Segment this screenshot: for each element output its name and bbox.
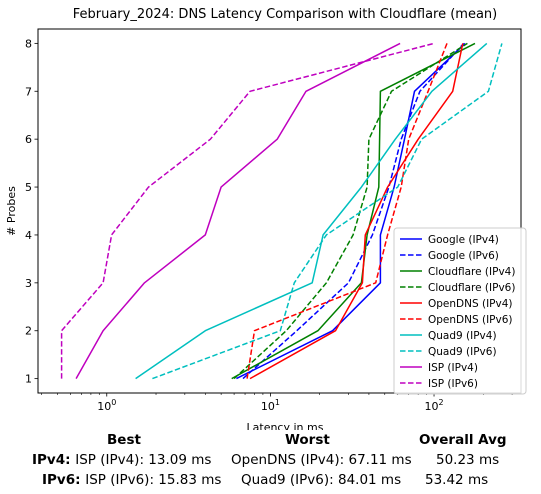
series-line — [75, 42, 401, 379]
legend-entry: Quad9 (IPv6) — [428, 346, 497, 358]
worst-value-ipv6: Quad9 (IPv6): 84.01 ms — [241, 472, 402, 488]
worst-header: Worst — [285, 432, 330, 448]
x-tick-label: 102 — [424, 398, 443, 413]
avg-header: Overall Avg — [419, 432, 507, 448]
best-value: ISP (IPv6): 15.83 ms — [85, 472, 222, 488]
legend-entry: Cloudflare (IPv4) — [428, 266, 515, 278]
legend-entry: Google (IPv4) — [428, 234, 499, 246]
best-value: ISP (IPv4): 13.09 ms — [75, 452, 212, 468]
legend-entry: OpenDNS (IPv6) — [428, 314, 513, 326]
row-label-colon: : — [75, 472, 86, 488]
row-label: IPv6 — [42, 472, 76, 488]
y-tick-label: 3 — [25, 277, 32, 290]
series-line — [242, 42, 465, 380]
x-tick-label: 101 — [261, 398, 280, 413]
worst-value-ipv4: OpenDNS (IPv4): 67.11 ms — [231, 452, 412, 468]
y-tick-label: 6 — [25, 133, 32, 146]
legend: Google (IPv4) Google (IPv6) Cloudflare (IP… — [393, 227, 527, 395]
row-label: IPv4 — [32, 452, 66, 468]
legend-box — [393, 227, 527, 395]
legend-entry: Google (IPv6) — [428, 250, 499, 262]
plot-frame — [37, 28, 522, 394]
series-line — [152, 43, 503, 380]
chart-title: February_2024: DNS Latency Comparison wi… — [73, 7, 498, 22]
y-axis: 1 2 3 4 5 6 7 8 — [25, 37, 38, 386]
plot-area — [60, 42, 503, 380]
row-label-colon: : — [65, 452, 76, 468]
series-line — [233, 42, 468, 380]
y-tick-label: 5 — [25, 181, 32, 194]
best-header: Best — [107, 432, 141, 448]
x-tick-label: 100 — [97, 398, 116, 413]
summary-row-ipv6: IPv6: ISP (IPv6): 15.83 ms — [42, 472, 221, 488]
series-line — [135, 42, 488, 380]
y-tick-label: 4 — [25, 229, 32, 242]
series-line — [231, 42, 476, 380]
latency-chart: February_2024: DNS Latency Comparison wi… — [5, 7, 527, 430]
y-tick-label: 2 — [25, 325, 32, 338]
series-line — [60, 42, 435, 379]
legend-entry: ISP (IPv6) — [428, 378, 478, 390]
y-tick-label: 1 — [25, 373, 32, 386]
legend-entry: Quad9 (IPv4) — [428, 330, 497, 342]
legend-entry: OpenDNS (IPv4) — [428, 298, 513, 310]
y-tick-label: 7 — [25, 85, 32, 98]
x-axis: 100 101 102 — [41, 393, 513, 413]
avg-value-ipv6: 53.42 ms — [425, 472, 489, 488]
legend-entry: ISP (IPv4) — [428, 362, 478, 374]
legend-entry: Cloudflare (IPv6) — [428, 282, 515, 294]
x-axis-label: Latency in ms — [247, 421, 324, 430]
summary-row-ipv4: IPv4: ISP (IPv4): 13.09 ms — [32, 452, 211, 468]
series-line — [249, 43, 464, 380]
summary-table: Best Worst Overall Avg IPv4: ISP (IPv4):… — [0, 430, 541, 494]
y-axis-label: # Probes — [5, 186, 18, 236]
avg-value-ipv4: 50.23 ms — [436, 452, 500, 468]
y-tick-label: 8 — [25, 37, 32, 50]
